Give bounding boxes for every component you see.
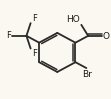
Text: Br: Br — [82, 69, 92, 79]
Text: F: F — [6, 31, 11, 40]
Text: F: F — [32, 14, 37, 23]
Text: O: O — [103, 32, 110, 41]
Text: F: F — [32, 49, 37, 58]
Text: HO: HO — [66, 15, 80, 24]
